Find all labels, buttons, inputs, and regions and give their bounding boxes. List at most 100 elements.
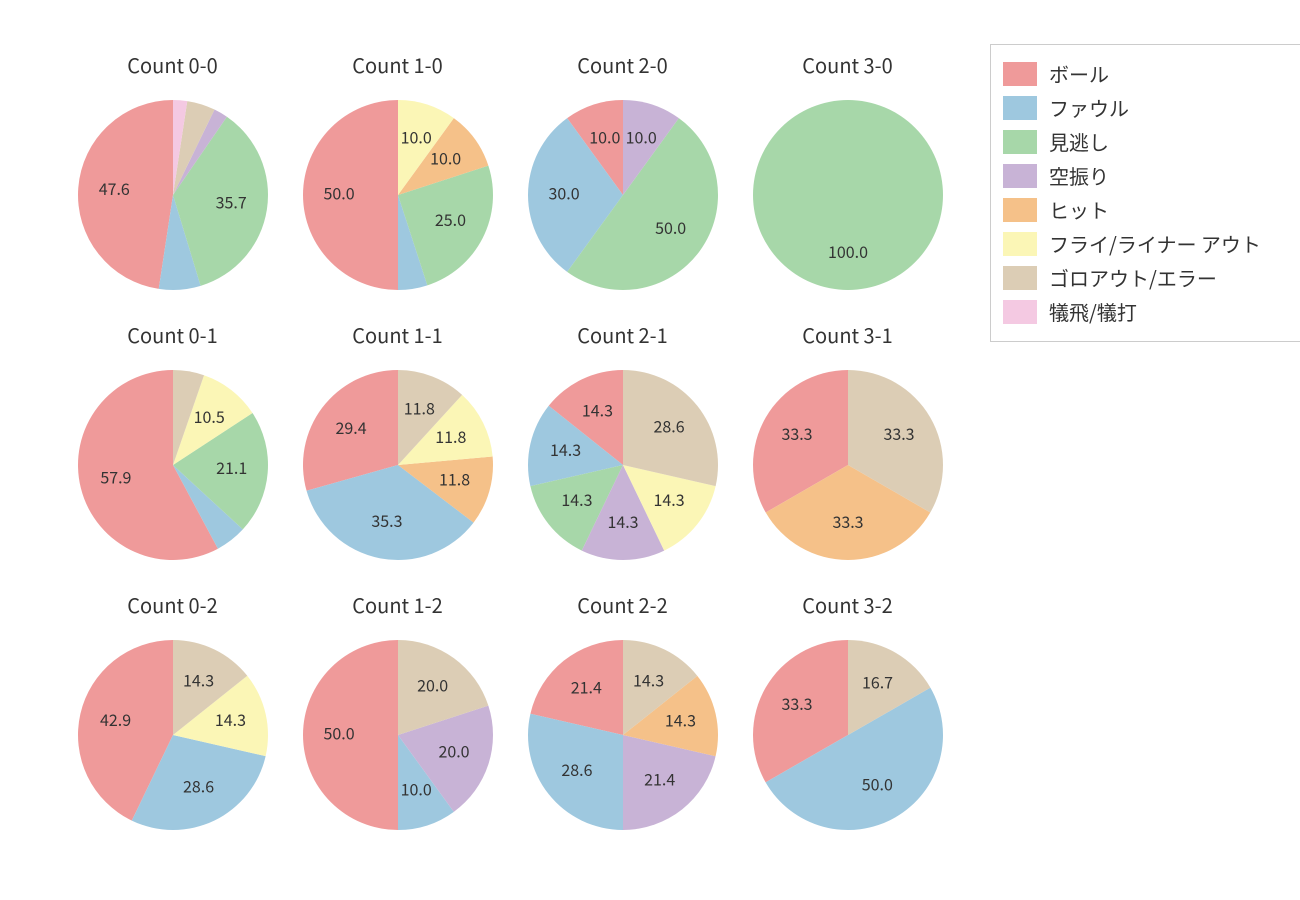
slice-label: 30.0: [548, 180, 579, 204]
slice-label: 28.6: [653, 414, 684, 438]
slice-label: 29.4: [335, 415, 366, 439]
slice-label: 14.3: [214, 707, 245, 731]
pie-c12: Count 1-250.010.020.020.0: [285, 610, 510, 880]
pie-c21: Count 2-114.314.314.314.314.328.6: [510, 340, 735, 610]
legend-row-foul: ファウル: [1003, 91, 1293, 125]
legend-swatch-ball: [1003, 62, 1037, 86]
slice-label: 50.0: [655, 215, 686, 239]
slice-label: 14.3: [581, 397, 612, 421]
slice-label: 16.7: [861, 669, 892, 693]
slice-label: 10.0: [430, 146, 461, 170]
pie-svg: 10.0 30.0 50.0 10.0: [518, 90, 728, 300]
pie-svg: 33.3 33.3 33.3: [743, 360, 953, 570]
legend-label: ファウル: [1049, 98, 1129, 118]
slice-label: 11.8: [439, 467, 470, 491]
pie-title: Count 1-0: [285, 50, 510, 79]
slice-label: 11.8: [435, 424, 466, 448]
legend-row-flyout: フライ/ライナー アウト: [1003, 227, 1293, 261]
pie-svg: 42.9 28.6 14.314.3: [68, 630, 278, 840]
pie-title: Count 1-2: [285, 590, 510, 619]
pie-title: Count 0-0: [60, 50, 285, 79]
pie-svg: 50.025.010.010.0: [293, 90, 503, 300]
slice-label: 50.0: [861, 771, 892, 795]
pie-c31: Count 3-133.333.333.3: [735, 340, 960, 610]
pie-c32: Count 3-233.350.016.7: [735, 610, 960, 880]
legend-swatch-flyout: [1003, 232, 1037, 256]
pie-svg: 33.3 50.0 16.7: [743, 630, 953, 840]
slice-label: 21.1: [216, 455, 247, 479]
pie-title: Count 0-1: [60, 320, 285, 349]
legend-swatch-swing: [1003, 164, 1037, 188]
legend-row-ball: ボール: [1003, 57, 1293, 91]
slice-label: 28.6: [183, 773, 214, 797]
slice-label: 33.3: [781, 421, 812, 445]
pie-c20: Count 2-010.030.050.010.0: [510, 70, 735, 340]
legend-row-sac: 犠飛/犠打: [1003, 295, 1293, 329]
slice-label: 10.0: [400, 124, 431, 148]
slice-label: 35.3: [371, 508, 402, 532]
slice-label: 57.9: [100, 465, 131, 489]
slice-label: 14.3: [183, 667, 214, 691]
pie-c11: Count 1-129.435.311.811.811.8: [285, 340, 510, 610]
legend-row-swing: 空振り: [1003, 159, 1293, 193]
pie-svg: 50.0 10.0 20.0 20.0: [293, 630, 503, 840]
pie-c30: Count 3-0100.0: [735, 70, 960, 340]
legend-label: ゴロアウト/エラー: [1049, 268, 1217, 288]
slice-label: 28.6: [561, 757, 592, 781]
legend-label: 空振り: [1049, 166, 1109, 186]
slice-label: 100.0: [828, 239, 868, 263]
pie-svg: 57.9 21.1 10.5: [68, 360, 278, 570]
pie-c00: Count 0-047.635.7: [60, 70, 285, 340]
slice-label: 33.3: [781, 691, 812, 715]
legend-row-look: 見逃し: [1003, 125, 1293, 159]
slice-label: 33.3: [883, 421, 914, 445]
slice-label: 47.6: [98, 176, 129, 200]
slice-label: 14.3: [561, 487, 592, 511]
slice-label: 14.3: [653, 487, 684, 511]
slice-label: 10.0: [400, 776, 431, 800]
legend-label: 犠飛/犠打: [1049, 302, 1137, 322]
slice-label: 11.8: [403, 395, 434, 419]
slice-label: 42.9: [100, 707, 131, 731]
slice-label: 14.3: [664, 707, 695, 731]
pie-svg: 47.6 35.7: [68, 90, 278, 300]
legend-row-ground: ゴロアウト/エラー: [1003, 261, 1293, 295]
pie-title: Count 2-1: [510, 320, 735, 349]
pie-title: Count 3-0: [735, 50, 960, 79]
slice-label: 14.3: [633, 667, 664, 691]
legend-swatch-hit: [1003, 198, 1037, 222]
slice-label: 14.3: [607, 509, 638, 533]
legend-label: 見逃し: [1049, 132, 1109, 152]
legend-row-hit: ヒット: [1003, 193, 1293, 227]
legend-label: ボール: [1049, 64, 1109, 84]
pie-title: Count 3-2: [735, 590, 960, 619]
legend-swatch-look: [1003, 130, 1037, 154]
pie-title: Count 2-2: [510, 590, 735, 619]
pie-title: Count 3-1: [735, 320, 960, 349]
pie-svg: 14.314.314.314.314.328.6: [518, 360, 728, 570]
pie-c22: Count 2-221.428.621.414.314.3: [510, 610, 735, 880]
pie-title: Count 0-2: [60, 590, 285, 619]
chart-stage: Count 0-0 47.6 35.7 Count 1-0 50.025.010.010…: [0, 0, 1300, 900]
pie-svg: 29.435.311.811.811.8: [293, 360, 503, 570]
legend: ボールファウル見逃し空振りヒットフライ/ライナー アウトゴロアウト/エラー犠飛/…: [990, 44, 1300, 342]
slice-label: 14.3: [550, 437, 581, 461]
slice-label: 10.5: [193, 404, 224, 428]
slice-label: 20.0: [417, 673, 448, 697]
pie-svg: 100.0: [743, 90, 953, 300]
slice-label: 35.7: [215, 189, 246, 213]
pie-c02: Count 0-242.928.614.314.3: [60, 610, 285, 880]
pie-c01: Count 0-157.921.110.5: [60, 340, 285, 610]
pie-title: Count 2-0: [510, 50, 735, 79]
pie-svg: 21.428.621.414.314.3: [518, 630, 728, 840]
slice-label: 10.0: [625, 124, 656, 148]
slice-label: 21.4: [644, 766, 675, 790]
slice-label: 20.0: [438, 739, 469, 763]
slice-label: 50.0: [323, 180, 354, 204]
slice-label: 33.3: [832, 509, 863, 533]
slice-label: 10.0: [589, 124, 620, 148]
legend-swatch-ground: [1003, 266, 1037, 290]
legend-swatch-foul: [1003, 96, 1037, 120]
slice-label: 50.0: [323, 720, 354, 744]
pie-title: Count 1-1: [285, 320, 510, 349]
